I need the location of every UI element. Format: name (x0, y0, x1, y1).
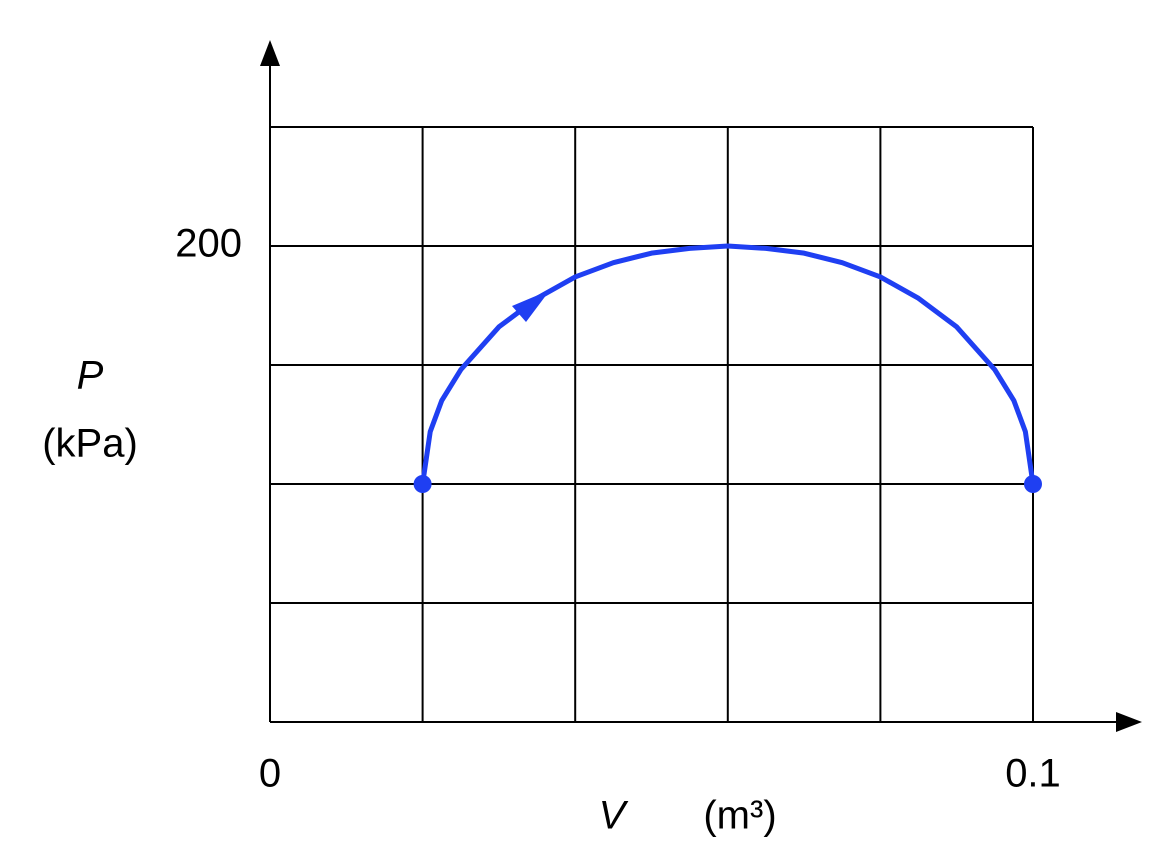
y-axis-unit: (kPa) (42, 422, 138, 466)
grid (270, 126, 1034, 722)
x-axis-label: V (599, 794, 629, 838)
state-point (1024, 475, 1042, 493)
x-axis-arrow (1116, 712, 1142, 732)
direction-arrow (512, 290, 550, 322)
x-axis-unit: (m³) (703, 794, 776, 838)
x-tick-label: 0 (259, 752, 281, 796)
y-axis-arrow (260, 40, 280, 66)
state-point (413, 475, 432, 493)
x-tick-label: 0.1 (1005, 752, 1061, 796)
y-tick-label: 200 (175, 222, 242, 266)
y-axis-label: P (77, 354, 104, 398)
plot (413, 243, 1042, 493)
curve (420, 243, 1036, 485)
